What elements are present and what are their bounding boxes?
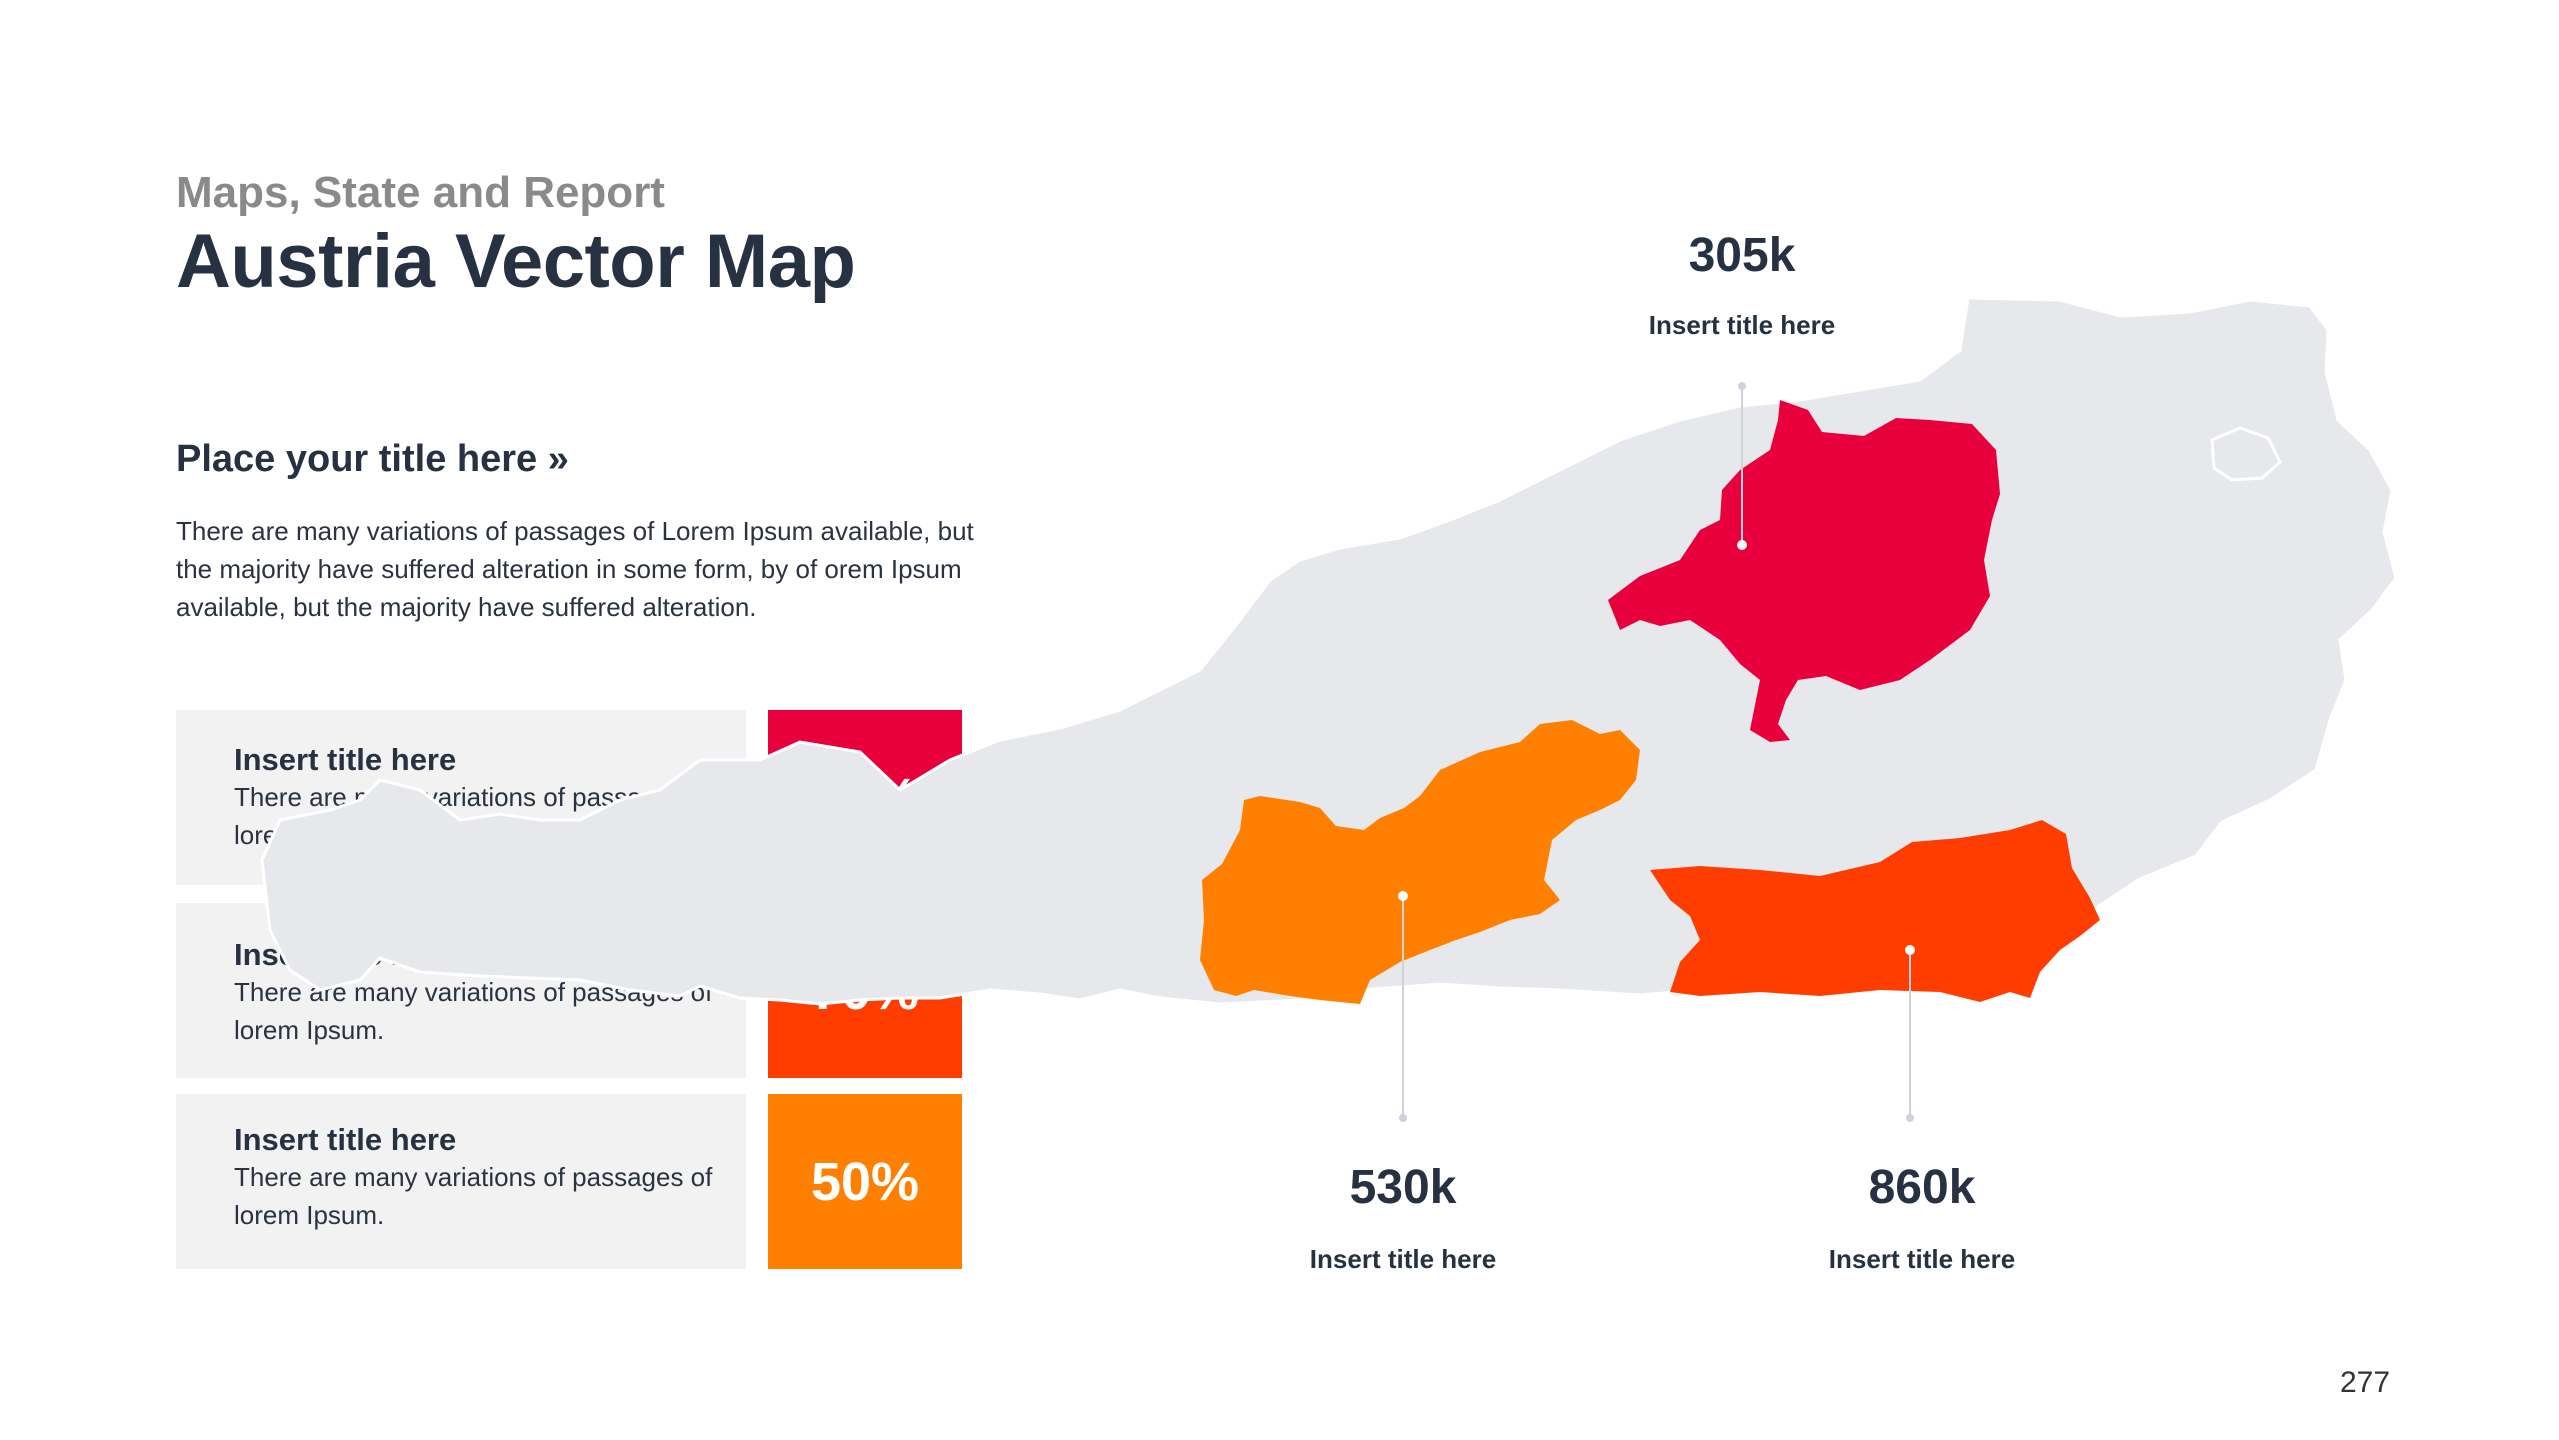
slide-subtitle: Maps, State and Report <box>176 168 665 217</box>
stat-value-530k: 530k <box>1349 1161 1457 1214</box>
stat-value-860k: 860k <box>1868 1161 1976 1214</box>
stat-value-305k: 305k <box>1688 229 1796 282</box>
info-card-3: Insert title here There are many variati… <box>176 1094 746 1269</box>
leader-line-530k <box>1398 891 1408 1122</box>
leader-line-305k <box>1737 382 1747 550</box>
region-tyrol <box>1200 720 1640 1004</box>
stat-label: Insert title here <box>1309 1244 1497 1274</box>
percent-box-3: 50% <box>768 1094 962 1269</box>
section-heading: Place your title here » <box>176 438 569 480</box>
stat-label: Insert title here <box>1648 310 1836 340</box>
intro-paragraph: There are many variations of passages of… <box>176 516 974 622</box>
page-number: 277 <box>2340 1366 2391 1399</box>
card-title: Insert title here <box>234 1122 457 1157</box>
leader-line-860k <box>1905 945 1915 1122</box>
stat-label: Insert title here <box>1828 1244 2016 1274</box>
vienna-outline <box>2210 426 2282 482</box>
region-carinthia <box>1650 820 2100 1002</box>
card-text: There are many variations of passages of… <box>234 1162 713 1230</box>
slide-title: Austria Vector Map <box>176 219 856 304</box>
region-upper-austria <box>1608 400 2000 742</box>
card-title: Insert title here <box>234 742 457 777</box>
